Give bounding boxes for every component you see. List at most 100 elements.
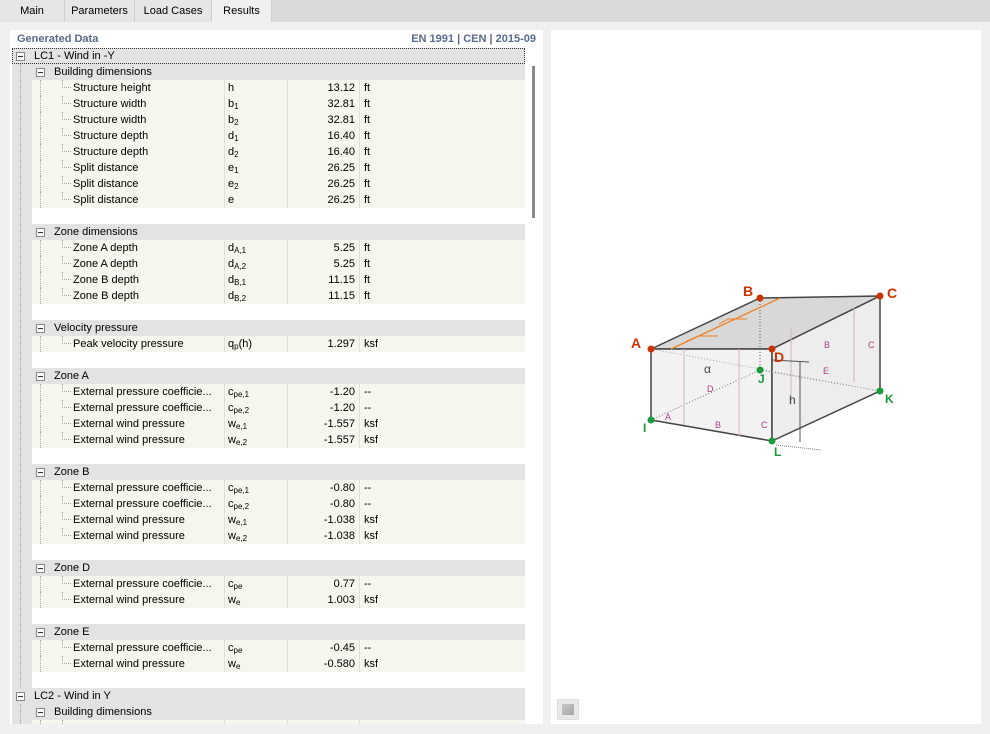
table-row[interactable]: Peak velocity pressure qp(h) 1.297 ksf — [12, 336, 525, 352]
parameter-value: 5.25 — [333, 242, 355, 254]
table-row[interactable]: External pressure coefficie... cpe,1 -1.… — [12, 384, 525, 400]
parameter-symbol: we — [228, 658, 241, 671]
group-row[interactable]: Zone D — [12, 560, 525, 576]
table-row[interactable]: External pressure coefficie... cpe,2 -1.… — [12, 400, 525, 416]
collapse-icon[interactable] — [16, 52, 25, 61]
parameter-name: Zone B depth — [73, 290, 140, 302]
zone-label-e: E — [823, 366, 829, 376]
table-row[interactable]: External wind pressure we,1 -1.557 ksf — [12, 416, 525, 432]
collapse-icon[interactable] — [36, 228, 45, 237]
group-row[interactable]: Building dimensions — [12, 64, 525, 80]
parameter-unit: ft — [364, 178, 371, 190]
group-row[interactable]: Zone dimensions — [12, 224, 525, 240]
parameter-name: External pressure coefficie... — [73, 578, 212, 590]
collapse-icon[interactable] — [36, 372, 45, 381]
table-row[interactable]: External pressure coefficie... cpe,2 -0.… — [12, 496, 525, 512]
table-row[interactable]: Zone B depth dB,1 11.15 ft — [12, 272, 525, 288]
parameter-value: 26.25 — [327, 162, 355, 174]
group-row[interactable]: Zone A — [12, 368, 525, 384]
tab-main[interactable]: Main — [0, 0, 65, 22]
table-row[interactable]: External wind pressure we 1.003 ksf — [12, 592, 525, 608]
parameter-unit: ksf — [364, 594, 379, 606]
collapse-icon[interactable] — [16, 692, 25, 701]
parameter-name: External wind pressure — [73, 418, 185, 430]
building-diagram: A B C D E B C α h A B C D — [631, 283, 897, 459]
point-l: L — [774, 445, 781, 459]
collapse-icon[interactable] — [36, 628, 45, 637]
zone-label-a: A — [665, 412, 671, 422]
table-row[interactable]: Structure depth d1 16.40 ft — [12, 128, 525, 144]
tab-load-cases[interactable]: Load Cases — [135, 0, 212, 22]
collapse-icon[interactable] — [36, 708, 45, 717]
point-b: B — [743, 283, 753, 299]
parameter-symbol: cpe,2 — [228, 402, 250, 415]
group-row[interactable]: Building dimensions — [12, 704, 525, 720]
view-options-button[interactable] — [557, 699, 579, 720]
table-row[interactable]: Zone B depth dB,2 11.15 ft — [12, 288, 525, 304]
parameter-value: -0.580 — [323, 658, 355, 670]
table-row[interactable]: Structure width b1 32.81 ft — [12, 96, 525, 112]
collapse-icon[interactable] — [36, 468, 45, 477]
parameter-name: Structure height — [73, 82, 151, 94]
table-row[interactable]: Structure height h 13.12 ft — [12, 80, 525, 96]
parameter-unit: ft — [364, 130, 371, 142]
table-row[interactable]: Split distance e2 26.25 ft — [12, 176, 525, 192]
table-row[interactable]: External pressure coefficie... cpe,1 -0.… — [12, 480, 525, 496]
parameter-name: External pressure coefficie... — [73, 386, 212, 398]
parameter-value: -1.557 — [323, 418, 355, 430]
group-label: Velocity pressure — [54, 322, 138, 334]
table-row[interactable]: Structure width b2 32.81 ft — [12, 112, 525, 128]
table-row[interactable]: External pressure coefficie... cpe -0.45… — [12, 640, 525, 656]
table-row[interactable]: Zone A depth dA,2 5.25 ft — [12, 256, 525, 272]
collapse-icon[interactable] — [36, 68, 45, 77]
standard-label: EN 1991 | CEN | 2015-09 — [411, 33, 536, 45]
table-row[interactable]: External wind pressure we,2 -1.557 ksf — [12, 432, 525, 448]
parameter-name: External pressure coefficie... — [73, 482, 212, 494]
vertical-scrollbar[interactable] — [532, 66, 535, 218]
table-row[interactable]: External pressure coefficie... cpe 0.77 … — [12, 576, 525, 592]
group-row[interactable]: Velocity pressure — [12, 320, 525, 336]
load-case-row[interactable]: LC1 - Wind in -Y — [12, 48, 525, 64]
parameter-symbol: we,2 — [228, 530, 248, 543]
table-row[interactable]: External wind pressure we -0.580 ksf — [12, 656, 525, 672]
parameter-value: 11.15 — [328, 290, 355, 302]
angle-label: α — [704, 362, 711, 376]
parameter-value: 11.15 — [328, 274, 355, 286]
group-row[interactable]: Zone B — [12, 464, 525, 480]
group-row[interactable]: Zone E — [12, 624, 525, 640]
table-row[interactable]: Split distance e 26.25 ft — [12, 192, 525, 208]
parameter-unit: -- — [364, 386, 372, 398]
parameter-symbol: b2 — [228, 114, 239, 127]
table-row[interactable]: Zone A depth dA,1 5.25 ft — [12, 240, 525, 256]
parameter-unit: ksf — [364, 434, 379, 446]
parameter-symbol: h — [228, 82, 235, 94]
parameter-symbol: cpe,1 — [228, 482, 250, 495]
parameter-value: 16.40 — [327, 146, 355, 158]
collapse-icon[interactable] — [36, 324, 45, 333]
table-row[interactable] — [12, 720, 525, 724]
tab-parameters[interactable]: Parameters — [65, 0, 135, 22]
table-row[interactable]: External wind pressure we,1 -1.038 ksf — [12, 512, 525, 528]
load-case-row[interactable]: LC2 - Wind in Y — [12, 688, 525, 704]
parameter-value: 1.297 — [327, 338, 355, 350]
parameter-unit: ksf — [364, 418, 379, 430]
tab-bar: Main Parameters Load Cases Results — [0, 0, 990, 22]
parameter-name: Zone B depth — [73, 274, 140, 286]
tab-results[interactable]: Results — [212, 0, 272, 22]
group-label: Building dimensions — [54, 706, 152, 718]
table-row[interactable]: Split distance e1 26.25 ft — [12, 160, 525, 176]
table-row[interactable]: External wind pressure we,2 -1.038 ksf — [12, 528, 525, 544]
point-c: C — [887, 285, 897, 301]
table-row[interactable]: Structure depth d2 16.40 ft — [12, 144, 525, 160]
parameter-symbol: cpe — [228, 642, 243, 655]
panel-title: Generated Data — [17, 33, 99, 45]
point-k: K — [885, 392, 894, 406]
collapse-icon[interactable] — [36, 564, 45, 573]
spacer-row — [12, 304, 525, 320]
parameter-name: Structure width — [73, 98, 147, 110]
parameter-unit: ksf — [364, 530, 379, 542]
parameter-value: 16.40 — [327, 130, 355, 142]
parameter-name: External pressure coefficie... — [73, 642, 212, 654]
parameter-unit: ft — [364, 162, 371, 174]
parameter-name: Structure depth — [73, 130, 149, 142]
